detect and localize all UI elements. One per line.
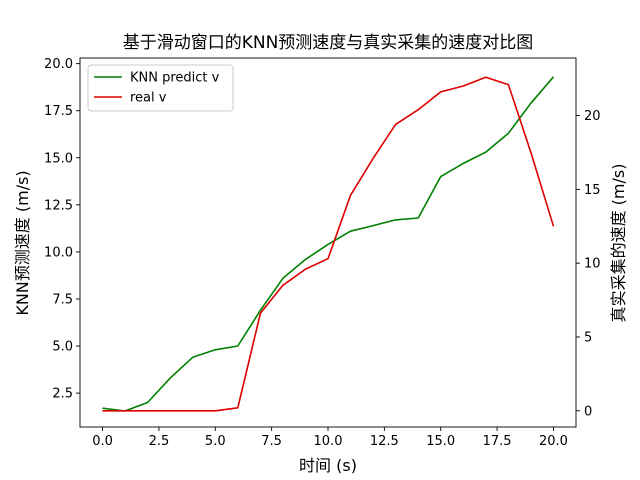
x-tick-label: 17.5 — [483, 434, 512, 449]
y-left-tick-label: 15.0 — [44, 151, 73, 166]
x-tick-label: 10.0 — [314, 434, 343, 449]
series-line-real — [102, 76, 555, 412]
x-tick-label: 15.0 — [426, 434, 455, 449]
legend-label-knn-predict: KNN predict v — [130, 71, 220, 86]
x-tick-label: 5.0 — [205, 434, 226, 449]
plot-area: 0.0 2.5 5.0 7.5 10.0 12.5 15.0 17.5 20.0 2.5 5.0 7.… — [44, 57, 601, 449]
legend-label-real: real v — [130, 91, 167, 106]
x-tick-label: 2.5 — [149, 434, 170, 449]
legend: KNN predict v real v — [87, 64, 234, 112]
chart-title: 基于滑动窗口的KNN预测速度与真实采集的速度对比图 — [123, 33, 534, 53]
series-line-knn-predict — [102, 76, 555, 412]
y-right-tick-label: 0 — [584, 404, 592, 419]
x-tick-label: 20.0 — [539, 434, 568, 449]
y-left-tick-label: 17.5 — [44, 104, 73, 119]
x-tick-label: 0.0 — [92, 434, 113, 449]
y-left-tick-label: 10.0 — [44, 245, 73, 260]
x-axis-label: 时间 (s) — [299, 456, 357, 475]
y-left-tick-label: 2.5 — [52, 387, 73, 402]
y-right-tick-label: 15 — [584, 183, 601, 198]
y-right-tick-label: 5 — [584, 330, 592, 345]
y-left-tick-label: 7.5 — [52, 292, 73, 307]
y-left-tick-label: 5.0 — [52, 340, 73, 355]
x-tick-label: 7.5 — [261, 434, 282, 449]
y-right-tick-label: 20 — [584, 109, 601, 124]
y-right-tick-label: 10 — [584, 257, 601, 272]
y-left-tick-label: 20.0 — [44, 57, 73, 72]
legend-box — [87, 64, 234, 112]
x-tick-label: 12.5 — [370, 434, 399, 449]
y-axis-right-label: 真实采集的速度 (m/s) — [609, 164, 628, 323]
plot-frame — [79, 57, 577, 428]
y-left-tick-label: 12.5 — [44, 198, 73, 213]
y-axis-left-label: KNN预测速度 (m/s) — [13, 170, 32, 315]
